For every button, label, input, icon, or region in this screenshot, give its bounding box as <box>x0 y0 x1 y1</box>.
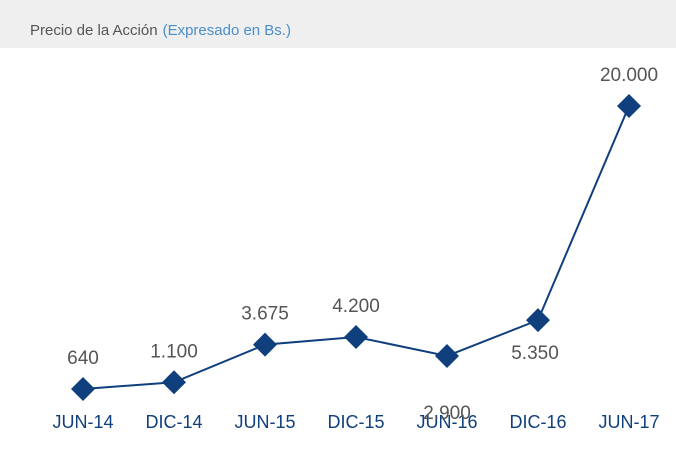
value-label: 640 <box>67 348 99 369</box>
point-marker <box>526 308 550 333</box>
value-label: 3.675 <box>241 304 289 325</box>
value-label: 5.350 <box>511 343 559 364</box>
chart-title-group: Precio de la Acción (Expresado en Bs.) <box>30 22 291 39</box>
point-marker <box>435 343 459 368</box>
x-tick-label: DIC-14 <box>145 412 202 432</box>
value-label: 2.900 <box>423 403 471 424</box>
point-marker <box>344 324 368 349</box>
point-marker <box>162 370 186 395</box>
x-tick-label: DIC-15 <box>327 412 384 432</box>
chart-title: Precio de la Acción <box>30 22 158 39</box>
value-label: 1.100 <box>150 341 198 362</box>
chart-subtitle: (Expresado en Bs.) <box>163 22 291 39</box>
x-tick-label: DIC-16 <box>509 412 566 432</box>
x-tick-label: JUN-14 <box>52 412 113 432</box>
header-bar <box>0 0 676 48</box>
x-tick-label: JUN-16 <box>416 412 477 432</box>
value-label: 20.000 <box>600 65 658 86</box>
x-tick-label: JUN-15 <box>234 412 295 432</box>
point-marker <box>253 332 277 357</box>
value-label: 4.200 <box>332 296 380 317</box>
x-tick-label: JUN-17 <box>598 412 659 432</box>
point-marker <box>617 94 641 118</box>
point-marker <box>71 377 95 401</box>
